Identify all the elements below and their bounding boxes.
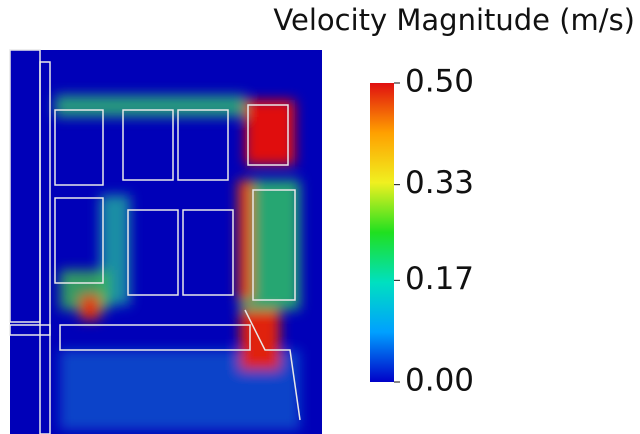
velocity-field bbox=[9, 49, 322, 434]
colorbar-tick-label: 0.33 bbox=[405, 165, 474, 201]
colorbar-tick-label: 0.00 bbox=[405, 363, 474, 399]
colorbar-tick-label: 0.50 bbox=[405, 64, 474, 100]
title: Velocity Magnitude (m/s) bbox=[273, 3, 635, 37]
colorbar bbox=[370, 83, 394, 382]
colorbar-tick-label: 0.17 bbox=[405, 261, 474, 297]
equipment-outlines bbox=[9, 49, 301, 434]
